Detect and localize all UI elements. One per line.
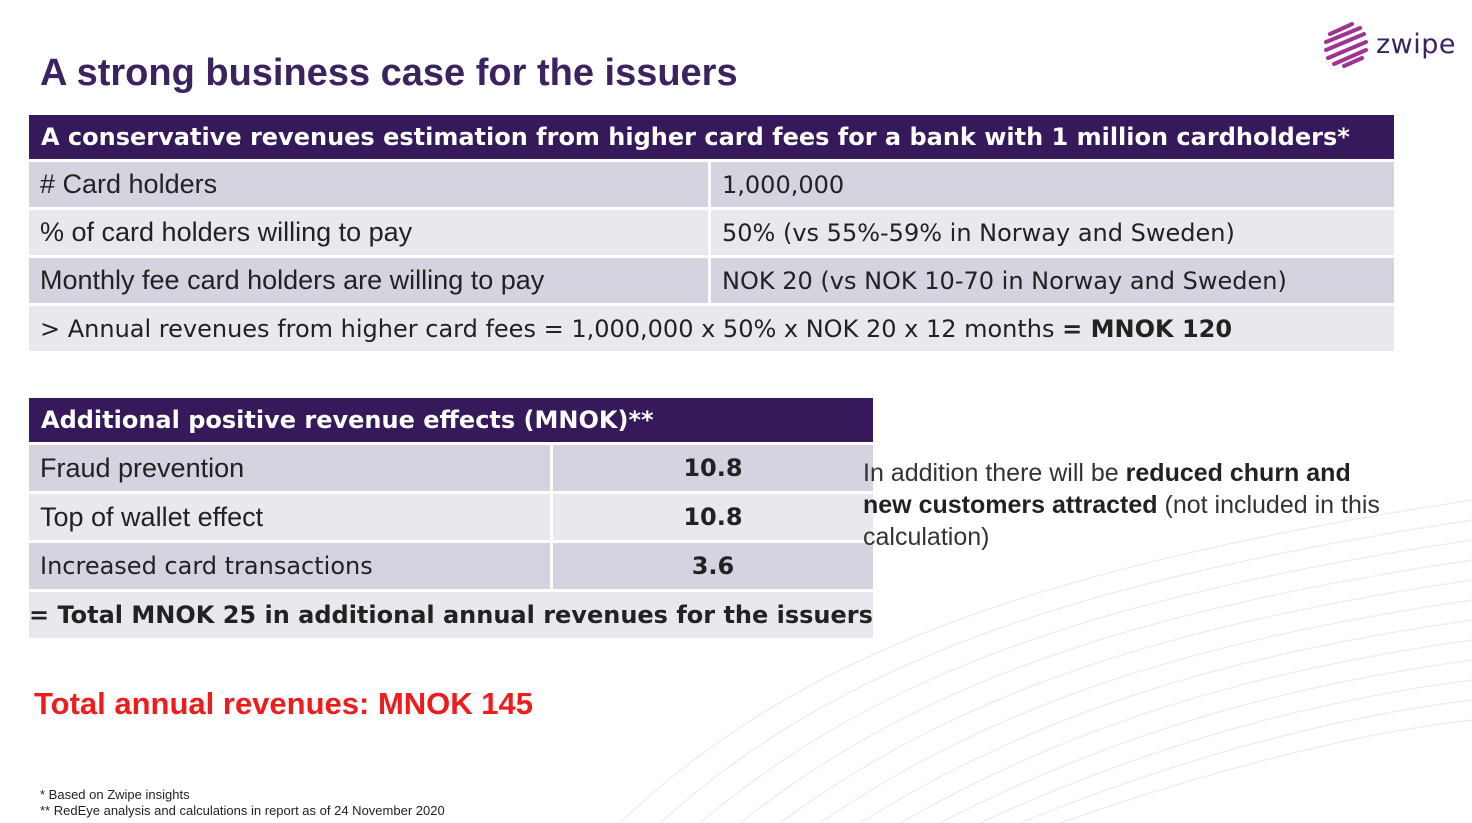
revenue-effects-table-header-row: Additional positive revenue effects (MNO… (29, 398, 873, 442)
table-row: = Total MNOK 25 in additional annual rev… (29, 592, 873, 638)
side-note-prefix: In addition there will be (863, 459, 1126, 487)
side-note-bold: reduced churn and new customers attracte… (863, 459, 1351, 519)
card-holders-value: 1,000,000 (711, 162, 1394, 207)
annual-revenue-formula: > Annual revenues from higher card fees … (40, 314, 1055, 343)
side-note-suffix: (not included in this calculation) (863, 491, 1380, 551)
additional-revenue-total: = Total MNOK 25 in additional annual rev… (29, 592, 873, 638)
page-title: A strong business case for the issuers (40, 52, 738, 94)
annual-revenue-summary: > Annual revenues from higher card fees … (29, 306, 1394, 351)
zwipe-logo: zwipe (1322, 18, 1456, 70)
willing-to-pay-label: % of card holders willing to pay (29, 210, 711, 255)
card-transactions-label: Increased card transactions (29, 543, 553, 589)
total-annual-revenues: Total annual revenues: MNOK 145 (34, 686, 533, 721)
card-fees-table-header: A conservative revenues estimation from … (41, 123, 1350, 151)
card-fees-table-header-row: A conservative revenues estimation from … (29, 115, 1394, 159)
card-fees-table: A conservative revenues estimation from … (29, 112, 1394, 354)
top-of-wallet-label: Top of wallet effect (29, 494, 553, 540)
fraud-prevention-label: Fraud prevention (29, 445, 553, 491)
zwipe-swirl-logo-icon (1324, 22, 1368, 68)
footnotes: * Based on Zwipe insights ** RedEye anal… (40, 787, 445, 819)
table-row: % of card holders willing to pay 50% (vs… (29, 210, 1394, 255)
card-holders-label: # Card holders (29, 162, 711, 207)
top-of-wallet-value: 10.8 (553, 494, 873, 540)
table-row: Monthly fee card holders are willing to … (29, 258, 1394, 303)
willing-to-pay-value: 50% (vs 55%-59% in Norway and Sweden) (711, 210, 1394, 255)
table-row: Fraud prevention 10.8 (29, 445, 873, 491)
revenue-effects-table-header: Additional positive revenue effects (MNO… (41, 406, 654, 434)
revenue-effects-table: Additional positive revenue effects (MNO… (29, 395, 873, 641)
table-row: Top of wallet effect 10.8 (29, 494, 873, 540)
logo-text: zwipe (1376, 28, 1457, 60)
monthly-fee-label: Monthly fee card holders are willing to … (29, 258, 711, 303)
footnote: * Based on Zwipe insights (40, 787, 190, 802)
table-row: Increased card transactions 3.6 (29, 543, 873, 589)
annual-revenue-result: = MNOK 120 (1062, 314, 1233, 343)
table-row: # Card holders 1,000,000 (29, 162, 1394, 207)
fraud-prevention-value: 10.8 (553, 445, 873, 491)
card-transactions-value: 3.6 (553, 543, 873, 589)
table-row: > Annual revenues from higher card fees … (29, 306, 1394, 351)
side-note: In addition there will be reduced churn … (863, 457, 1403, 553)
monthly-fee-value: NOK 20 (vs NOK 10-70 in Norway and Swede… (711, 258, 1394, 303)
footnote: ** RedEye analysis and calculations in r… (40, 803, 445, 818)
